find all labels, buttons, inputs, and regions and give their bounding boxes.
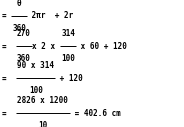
Text: 2πr  + 2r: 2πr + 2r	[27, 11, 73, 20]
Text: 270: 270	[17, 29, 31, 38]
Text: 314: 314	[61, 29, 75, 38]
Text: + 120: + 120	[55, 74, 83, 83]
Text: =: =	[2, 74, 16, 83]
Text: 2826 x 1200: 2826 x 1200	[17, 96, 68, 105]
Text: 10: 10	[38, 121, 47, 127]
Text: =: =	[2, 42, 16, 51]
Text: =: =	[2, 11, 11, 20]
Text: 90 x 314: 90 x 314	[17, 61, 54, 70]
Text: θ: θ	[17, 0, 22, 8]
Text: =: =	[2, 109, 16, 117]
Text: 100: 100	[29, 86, 43, 95]
Text: x 2 x: x 2 x	[32, 42, 59, 51]
Text: = 402.6 cm: = 402.6 cm	[70, 109, 121, 117]
Text: x 60 + 120: x 60 + 120	[76, 42, 127, 51]
Text: 360: 360	[17, 54, 31, 63]
Text: 360: 360	[12, 24, 26, 33]
Text: 100: 100	[61, 54, 75, 63]
